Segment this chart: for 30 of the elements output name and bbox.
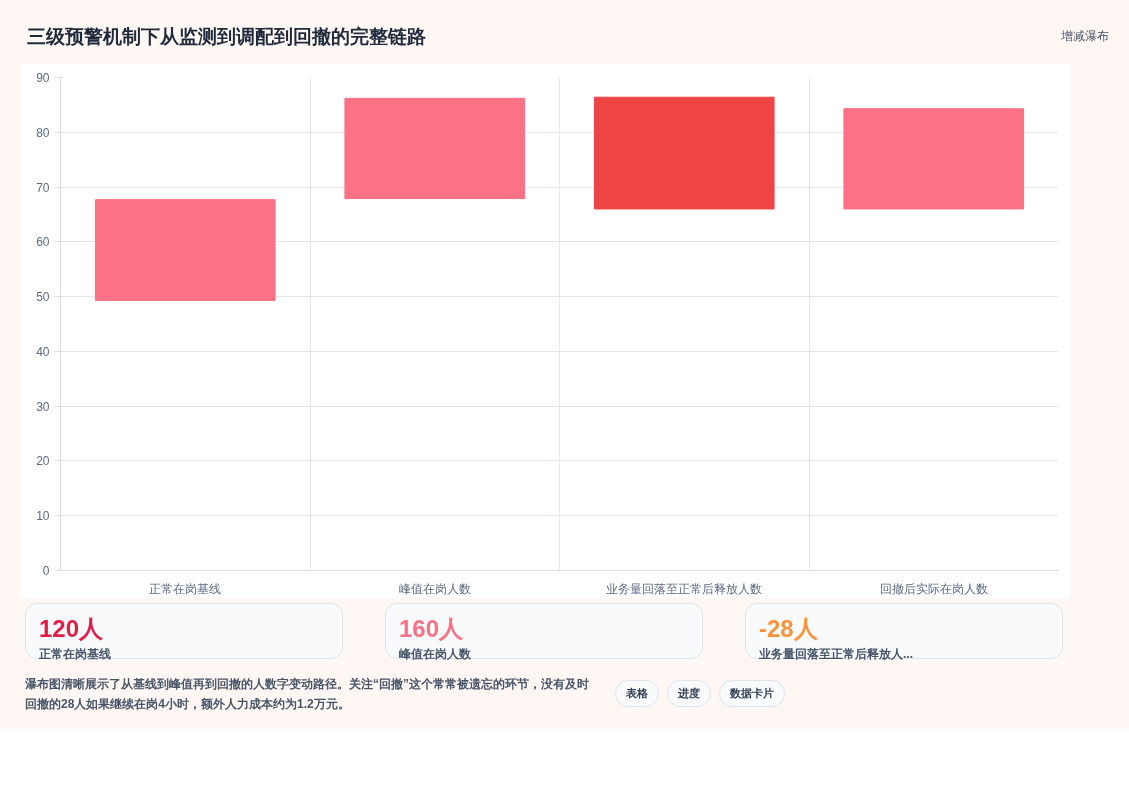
text: 增减瀑布 (1061, 28, 1109, 45)
x-tick-label: 业务量回落至正常后释放人数 (606, 581, 763, 596)
text: 正常在岗基线 (39, 646, 112, 664)
y-tick-label: 30 (36, 399, 50, 414)
x-tick-label: 峰值在岗人数 (398, 581, 471, 596)
y-tick-label: 70 (36, 180, 50, 195)
text: 160人 (399, 614, 465, 645)
x-tick-label: 正常在岗基线 (149, 581, 222, 596)
bar (94, 199, 276, 302)
y-tick-label: 10 (36, 509, 50, 524)
text: 120人 (39, 614, 105, 645)
y-tick-label: 50 (36, 290, 50, 305)
y-tick-label: 0 (42, 564, 50, 579)
x-tick-label: 回撤后实际在岗人数 (879, 581, 988, 596)
y-tick-label: 80 (36, 125, 50, 140)
text: 进度 (667, 679, 711, 708)
text: 数据卡片 (719, 679, 785, 708)
text: 业务量回落至正常后释放人... (759, 646, 914, 664)
chart-title: 三级预警机制下从监测到调配到回撤的完整链路 (27, 25, 426, 49)
text: 峰值在岗人数 (399, 646, 472, 664)
y-tick-label: 90 (36, 71, 50, 86)
text: -28人 (759, 614, 819, 645)
text: 瀑布图清晰展示了从基线到峰值再到回撤的人数字变动路径。关注“回撤”这个常常被遗忘的环节，没有及时回撤的28人如果继续在岗4小时，额外人力成本约为1.2万元。 (25, 675, 590, 713)
bar (843, 108, 1025, 210)
text: 表格 (615, 679, 659, 708)
bar (593, 96, 775, 210)
y-tick-label: 20 (36, 454, 50, 469)
y-tick-label: 60 (36, 235, 50, 250)
y-tick-label: 40 (36, 345, 50, 360)
bar (344, 97, 526, 200)
